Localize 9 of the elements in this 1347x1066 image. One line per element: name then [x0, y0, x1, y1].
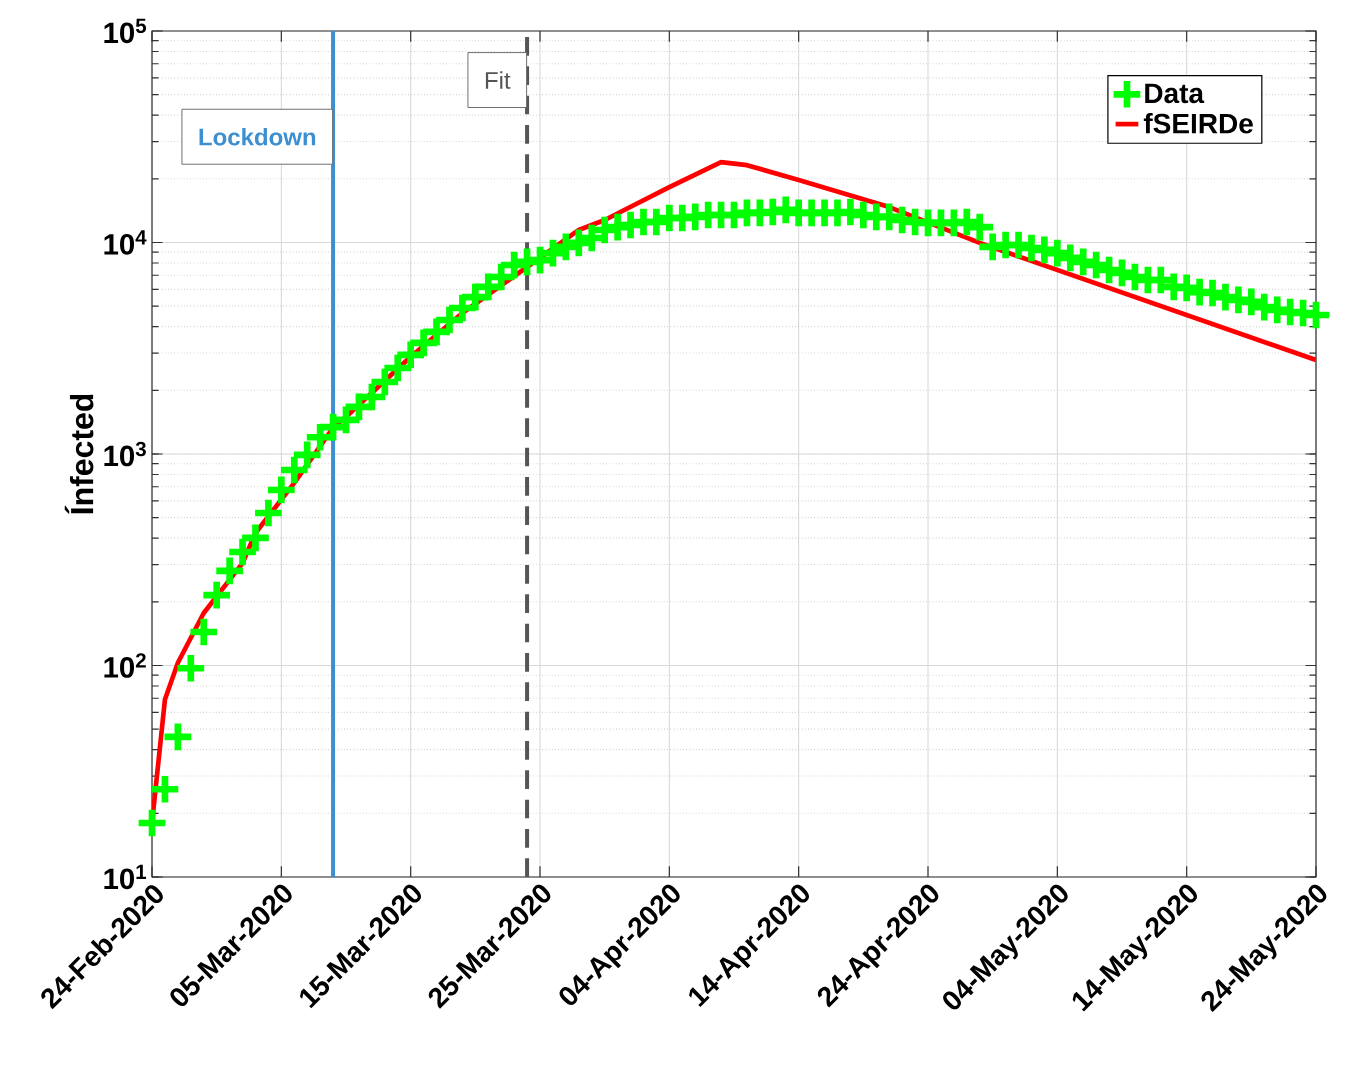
legend-label: fSEIRDe: [1143, 112, 1253, 134]
ref-line-label: Lockdown: [199, 127, 316, 146]
y-tick-label: 10$^{3}$: [104, 441, 146, 467]
legend-label: Data: [1145, 83, 1205, 104]
ref-line-label: Fit: [485, 71, 511, 89]
y-tick-label: 10$^{5}$: [104, 18, 147, 44]
y-axis-title: Ínfected: [64, 394, 94, 514]
y-tick-label: 10$^{4}$: [104, 230, 147, 255]
y-tick-label: 10$^{2}$: [104, 653, 146, 678]
